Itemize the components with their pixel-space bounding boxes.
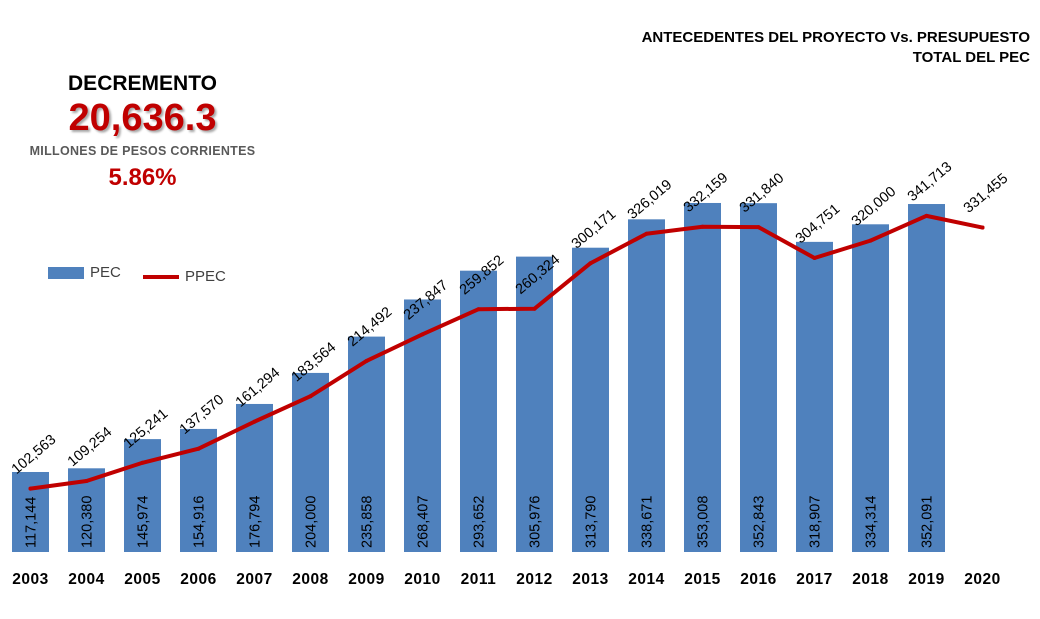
line-label-2018: 320,000 bbox=[849, 184, 899, 230]
point-ppec-2009 bbox=[364, 358, 369, 363]
bar-pec-2014 bbox=[628, 219, 665, 552]
x-tick-label-2012: 2012 bbox=[516, 571, 552, 588]
line-label-2013: 300,171 bbox=[569, 206, 619, 252]
point-ppec-2012 bbox=[532, 306, 537, 311]
x-tick-label-2020: 2020 bbox=[964, 571, 1000, 588]
point-ppec-2015 bbox=[700, 224, 705, 229]
bar-label-2004: 120,380 bbox=[80, 496, 96, 548]
bar-pec-2018 bbox=[852, 224, 889, 552]
point-ppec-2017 bbox=[812, 256, 817, 261]
bar-label-2015: 353,008 bbox=[696, 496, 712, 548]
legend-label-pec: PEC bbox=[90, 264, 121, 281]
x-tick-label-2013: 2013 bbox=[572, 571, 608, 588]
point-ppec-2008 bbox=[308, 394, 313, 399]
bar-label-2009: 235,858 bbox=[360, 496, 376, 548]
chart-title-line-1: ANTECEDENTES DEL PROYECTO Vs. PRESUPUEST… bbox=[641, 29, 1030, 46]
point-ppec-2011 bbox=[476, 307, 481, 312]
x-tick-label-2014: 2014 bbox=[628, 571, 664, 588]
bar-label-2019: 352,091 bbox=[920, 496, 936, 548]
chart-title: ANTECEDENTES DEL PROYECTO Vs. PRESUPUEST… bbox=[642, 28, 1030, 68]
bar-label-2016: 352,843 bbox=[752, 496, 768, 548]
bar-label-2005: 145,974 bbox=[136, 496, 152, 548]
point-ppec-2003 bbox=[28, 486, 33, 491]
legend-label-ppec: PPEC bbox=[185, 268, 226, 285]
point-ppec-2013 bbox=[588, 261, 593, 266]
x-tick-label-2007: 2007 bbox=[236, 571, 272, 588]
x-tick-label-2010: 2010 bbox=[404, 571, 440, 588]
bar-label-2003: 117,144 bbox=[24, 497, 40, 548]
x-tick-label-2006: 2006 bbox=[180, 571, 216, 588]
point-ppec-2006 bbox=[196, 446, 201, 451]
bar-pec-2013 bbox=[572, 247, 609, 552]
legend-line-swatch bbox=[143, 274, 180, 279]
point-ppec-2004 bbox=[84, 478, 89, 483]
bar-pec-2011 bbox=[460, 270, 497, 552]
bar-label-2018: 334,314 bbox=[864, 496, 880, 548]
bar-label-2012: 305,976 bbox=[528, 496, 544, 548]
x-tick-label-2004: 2004 bbox=[68, 571, 104, 588]
x-tick-label-2015: 2015 bbox=[684, 571, 720, 588]
bar-pec-2009 bbox=[348, 336, 385, 552]
legend-item-ppec: PPEC bbox=[143, 268, 226, 285]
line-label-2017: 304,751 bbox=[793, 201, 843, 247]
kpi-percent: 5.86% bbox=[108, 164, 177, 191]
line-label-2019: 341,713 bbox=[905, 159, 955, 205]
chart-title-line-2: TOTAL DEL PEC bbox=[912, 49, 1030, 66]
kpi-value: 20,636.3 bbox=[68, 97, 217, 139]
x-tick-label-2018: 2018 bbox=[852, 571, 888, 588]
x-tick-label-2003: 2003 bbox=[12, 571, 48, 588]
point-ppec-2020 bbox=[980, 225, 985, 230]
bar-pec-2017 bbox=[796, 241, 833, 553]
bar-label-2017: 318,907 bbox=[808, 496, 824, 548]
bar-label-2010: 268,407 bbox=[416, 496, 432, 548]
legend-item-pec: PEC bbox=[48, 264, 121, 281]
bar-pec-2016 bbox=[740, 203, 777, 553]
bar-label-2007: 176,794 bbox=[248, 496, 264, 548]
x-tick-label-2016: 2016 bbox=[740, 571, 776, 588]
bar-pec-2019 bbox=[908, 204, 945, 552]
bar-label-2011: 293,652 bbox=[472, 496, 488, 548]
point-ppec-2019 bbox=[924, 213, 929, 218]
chart-legend: PEC PPEC bbox=[48, 264, 244, 285]
x-tick-label-2017: 2017 bbox=[796, 571, 832, 588]
line-label-2007: 161,294 bbox=[233, 365, 283, 411]
point-ppec-2016 bbox=[756, 225, 761, 230]
x-tick-label-2008: 2008 bbox=[292, 571, 328, 588]
legend-bar-swatch bbox=[48, 266, 84, 279]
kpi-unit: MILLONES DE PESOS CORRIENTES bbox=[29, 144, 256, 158]
kpi-panel: DECREMENTO 20,636.3 MILLONES DE PESOS CO… bbox=[0, 72, 285, 192]
bar-label-2014: 338,671 bbox=[640, 496, 656, 548]
line-label-2020: 331,455 bbox=[961, 171, 1011, 217]
x-tick-label-2009: 2009 bbox=[348, 571, 384, 588]
bar-pec-2012 bbox=[516, 256, 553, 552]
line-label-2014: 326,019 bbox=[625, 177, 675, 223]
x-tick-label-2011: 2011 bbox=[461, 571, 497, 588]
kpi-heading: DECREMENTO bbox=[68, 72, 217, 95]
line-ppec bbox=[28, 213, 985, 491]
x-tick-label-2005: 2005 bbox=[124, 571, 160, 588]
point-ppec-2018 bbox=[868, 238, 873, 243]
point-ppec-2007 bbox=[252, 419, 257, 424]
bar-label-2013: 313,790 bbox=[584, 496, 600, 548]
x-tick-label-2019: 2019 bbox=[908, 571, 944, 588]
bar-label-2006: 154,916 bbox=[192, 496, 208, 548]
point-ppec-2010 bbox=[420, 332, 425, 337]
line-label-2004: 109,254 bbox=[65, 424, 115, 470]
line-label-2003: 102,563 bbox=[9, 432, 59, 478]
bar-label-2008: 204,000 bbox=[304, 496, 320, 548]
bar-pec-2015 bbox=[684, 202, 721, 552]
point-ppec-2005 bbox=[140, 460, 145, 465]
point-ppec-2014 bbox=[644, 231, 649, 236]
